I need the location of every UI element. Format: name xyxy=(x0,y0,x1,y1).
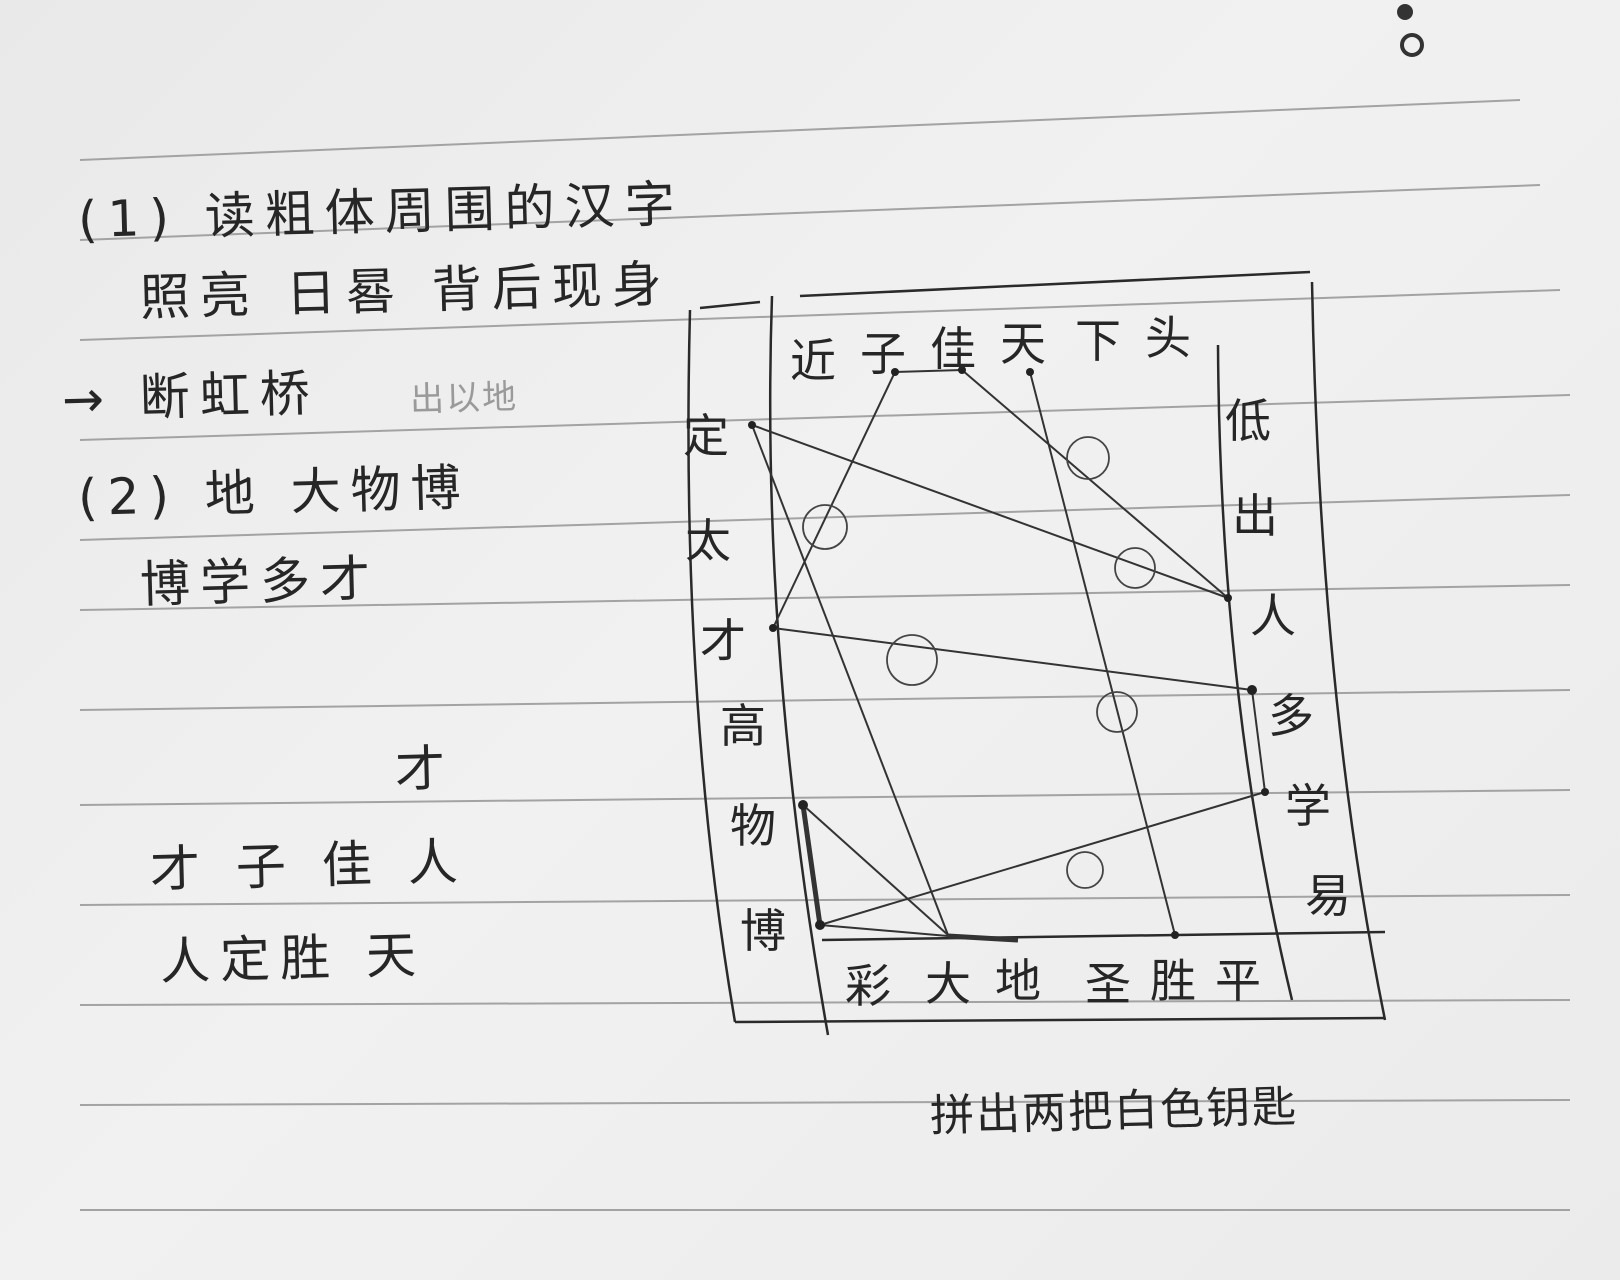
grid-left-4: 高 xyxy=(720,699,766,753)
grid-top-5: 下 xyxy=(1075,314,1121,368)
note-line-8: 人定胜 天 xyxy=(159,926,427,991)
grid-bottom-4: 圣 xyxy=(1085,957,1131,1011)
grid-right-6: 易 xyxy=(1305,869,1351,923)
grid-left-2: 太 xyxy=(685,514,731,568)
grid-left-6: 博 xyxy=(740,904,786,958)
grid-right-4: 多 xyxy=(1268,689,1314,743)
intersection-circles xyxy=(802,436,1156,889)
note-line-3: → 断虹桥 xyxy=(61,364,321,429)
grid-top-4: 天 xyxy=(1000,317,1046,371)
grid-left-1: 定 xyxy=(683,409,729,463)
note-line-7: 才 子 佳 人 xyxy=(149,832,469,899)
corner-logo xyxy=(1397,4,1424,57)
grid-bottom-3: 地 xyxy=(995,954,1041,1008)
grid-top-2: 子 xyxy=(860,327,906,381)
note-line-2: 照亮 日晷 背后现身 xyxy=(139,255,673,327)
grid-top-6: 头 xyxy=(1145,311,1191,365)
note-line-4: (2) 地 大物博 xyxy=(77,458,472,527)
grid-bottom-2: 大 xyxy=(925,957,971,1011)
grid-top-3: 佳 xyxy=(930,322,976,376)
grid-right-1: 低 xyxy=(1225,394,1271,448)
note-faint: 出以地 xyxy=(409,377,519,420)
grid-bottom-6: 平 xyxy=(1215,954,1261,1008)
grid-bottom-5: 胜 xyxy=(1150,954,1196,1008)
note-line-5: 博学多才 xyxy=(139,549,381,614)
grid-left-5: 物 xyxy=(730,799,776,853)
grid-left-3: 才 xyxy=(700,614,746,668)
grid-right-3: 人 xyxy=(1250,589,1296,643)
grid-right-5: 学 xyxy=(1285,779,1331,833)
note-line-6: 才 xyxy=(394,739,456,799)
grid-bottom-1: 彩 xyxy=(845,959,891,1013)
note-footer: 拼出两把白色钥匙 xyxy=(929,1081,1299,1142)
grid-right-2: 出 xyxy=(1232,489,1278,543)
dots xyxy=(748,366,1269,939)
grid-top-1: 近 xyxy=(790,334,836,388)
grid-frame xyxy=(687,270,1387,1036)
connection-lines xyxy=(751,369,1266,943)
